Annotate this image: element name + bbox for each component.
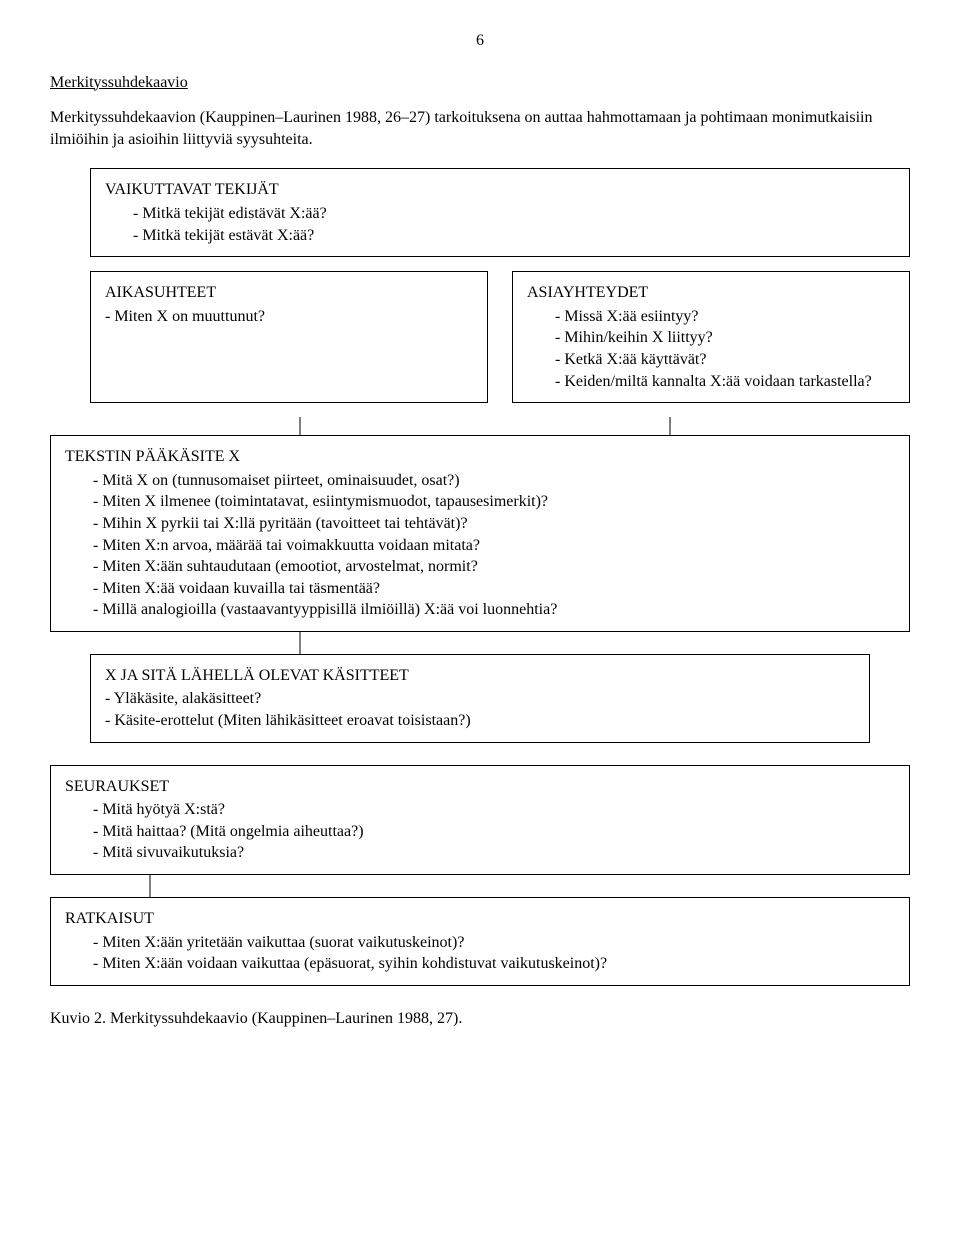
box-paakasite: TEKSTIN PÄÄKÄSITE X Mitä X on (tunnusoma… (50, 435, 910, 632)
box-seuraukset: SEURAUKSET Mitä hyötyä X:stä? Mitä haitt… (50, 765, 910, 875)
list-item: Mitkä tekijät estävät X:ää? (133, 225, 895, 247)
list-item: Miten X:n arvoa, määrää tai voimakkuutta… (93, 535, 895, 557)
connector-to-paakasite (50, 417, 910, 435)
list-item: Ketkä X:ää käyttävät? (555, 349, 895, 371)
list-item: Mitä X on (tunnusomaiset piirteet, omina… (93, 470, 895, 492)
list-item: Miten X:ää voidaan kuvailla tai täsmentä… (93, 578, 895, 600)
heading-seuraukset: SEURAUKSET (65, 776, 895, 798)
row-aika-asia: AIKASUHTEET - Miten X on muuttunut? ASIA… (90, 271, 910, 403)
lahella-line2: - Käsite-erottelut (Miten lähikäsitteet … (105, 710, 855, 732)
list-seuraukset: Mitä hyötyä X:stä? Mitä haittaa? (Mitä o… (65, 799, 895, 864)
list-item: Mihin X pyrkii tai X:llä pyritään (tavoi… (93, 513, 895, 535)
heading-lahella: X JA SITÄ LÄHELLÄ OLEVAT KÄSITTEET (105, 665, 855, 687)
page-title: Merkityssuhdekaavio (50, 72, 910, 94)
box-aikasuhteet: AIKASUHTEET - Miten X on muuttunut? (90, 271, 488, 403)
box-ratkaisut: RATKAISUT Miten X:ään yritetään vaikutta… (50, 897, 910, 986)
list-ratkaisut: Miten X:ään yritetään vaikuttaa (suorat … (65, 932, 895, 975)
connector-paakasite-lahella (50, 632, 910, 654)
box-asiayhteydet: ASIAYHTEYDET Missä X:ää esiintyy? Mihin/… (512, 271, 910, 403)
list-item: Missä X:ää esiintyy? (555, 306, 895, 328)
page-number: 6 (50, 30, 910, 52)
heading-asiayhteydet: ASIAYHTEYDET (527, 282, 895, 304)
aikasuhteet-item: - Miten X on muuttunut? (105, 306, 473, 328)
list-item: Miten X:ään yritetään vaikuttaa (suorat … (93, 932, 895, 954)
list-item: Mitkä tekijät edistävät X:ää? (133, 203, 895, 225)
heading-vaikuttavat: VAIKUTTAVAT TEKIJÄT (105, 179, 895, 201)
list-item: Mitä hyötyä X:stä? (93, 799, 895, 821)
heading-aikasuhteet: AIKASUHTEET (105, 282, 473, 304)
list-item: Mitä sivuvaikutuksia? (93, 842, 895, 864)
list-item: Miten X ilmenee (toimintatavat, esiintym… (93, 491, 895, 513)
figure-caption: Kuvio 2. Merkityssuhdekaavio (Kauppinen–… (50, 1008, 910, 1030)
list-item: Mitä haittaa? (Mitä ongelmia aiheuttaa?) (93, 821, 895, 843)
connector-seuraukset-ratkaisut (50, 875, 910, 897)
lahella-line1: - Yläkäsite, alakäsitteet? (105, 688, 855, 710)
list-item: Millä analogioilla (vastaavantyyppisillä… (93, 599, 895, 621)
box-lahella-kasitteet: X JA SITÄ LÄHELLÄ OLEVAT KÄSITTEET - Ylä… (90, 654, 870, 743)
list-item: Mihin/keihin X liittyy? (555, 327, 895, 349)
box-vaikuttavat-tekijat: VAIKUTTAVAT TEKIJÄT Mitkä tekijät edistä… (90, 168, 910, 257)
heading-ratkaisut: RATKAISUT (65, 908, 895, 930)
list-vaikuttavat: Mitkä tekijät edistävät X:ää? Mitkä teki… (105, 203, 895, 246)
heading-paakasite: TEKSTIN PÄÄKÄSITE X (65, 446, 895, 468)
list-item: Keiden/miltä kannalta X:ää voidaan tarka… (555, 371, 895, 393)
list-item: Miten X:ään voidaan vaikuttaa (epäsuorat… (93, 953, 895, 975)
list-paakasite: Mitä X on (tunnusomaiset piirteet, omina… (65, 470, 895, 621)
list-item: Miten X:ään suhtaudutaan (emootiot, arvo… (93, 556, 895, 578)
list-asiayhteydet: Missä X:ää esiintyy? Mihin/keihin X liit… (527, 306, 895, 392)
intro-paragraph: Merkityssuhdekaavion (Kauppinen–Laurinen… (50, 107, 910, 150)
